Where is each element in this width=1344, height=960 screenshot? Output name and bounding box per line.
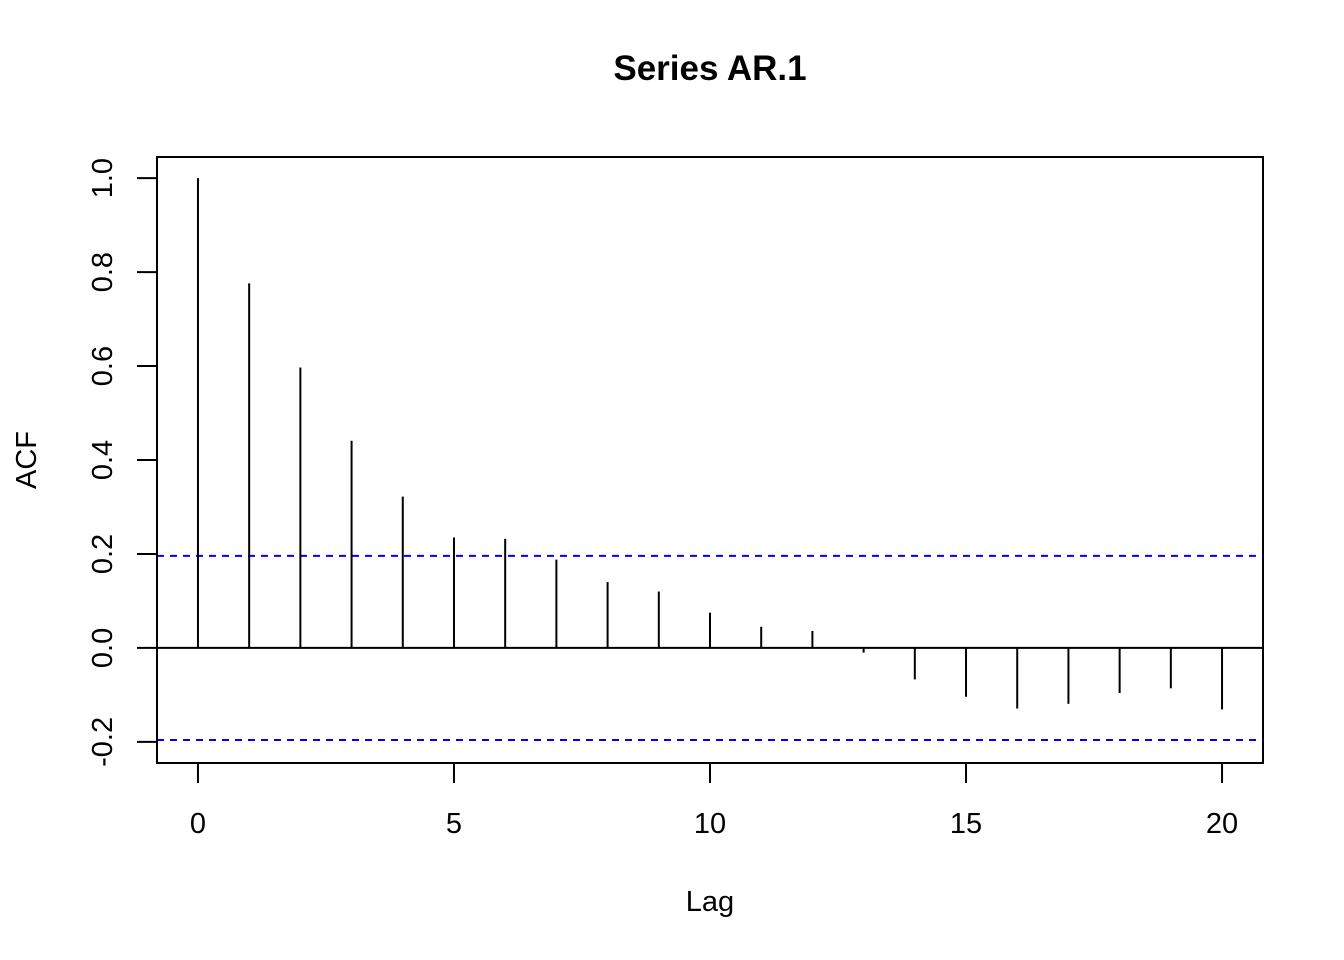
confidence-bounds bbox=[157, 554, 1263, 741]
y-tick-label: 0.6 bbox=[87, 346, 119, 386]
y-tick-label: 0.4 bbox=[87, 440, 119, 480]
acf-bars bbox=[196, 178, 1224, 710]
chart-title: Series AR.1 bbox=[613, 49, 806, 88]
x-tick-label: 0 bbox=[190, 808, 206, 840]
y-axis: -0.2 0.0 0.2 0.4 0.6 0.8 1.0 bbox=[87, 158, 158, 767]
y-axis-label: ACF bbox=[11, 431, 43, 489]
plot-frame bbox=[156, 156, 1264, 764]
y-tick-label: 0.8 bbox=[87, 252, 119, 292]
y-tick-label: -0.2 bbox=[87, 717, 119, 767]
x-axis: 0 5 10 15 20 bbox=[190, 762, 1238, 840]
y-tick-label: 1.0 bbox=[87, 158, 119, 198]
x-tick-label: 5 bbox=[446, 808, 462, 840]
y-tick-label: 0.0 bbox=[87, 628, 119, 668]
x-tick-label: 15 bbox=[950, 808, 982, 840]
y-tick-label: 0.2 bbox=[87, 534, 119, 574]
x-tick-label: 20 bbox=[1206, 808, 1238, 840]
x-tick-label: 10 bbox=[694, 808, 726, 840]
x-axis-label: Lag bbox=[686, 886, 734, 918]
